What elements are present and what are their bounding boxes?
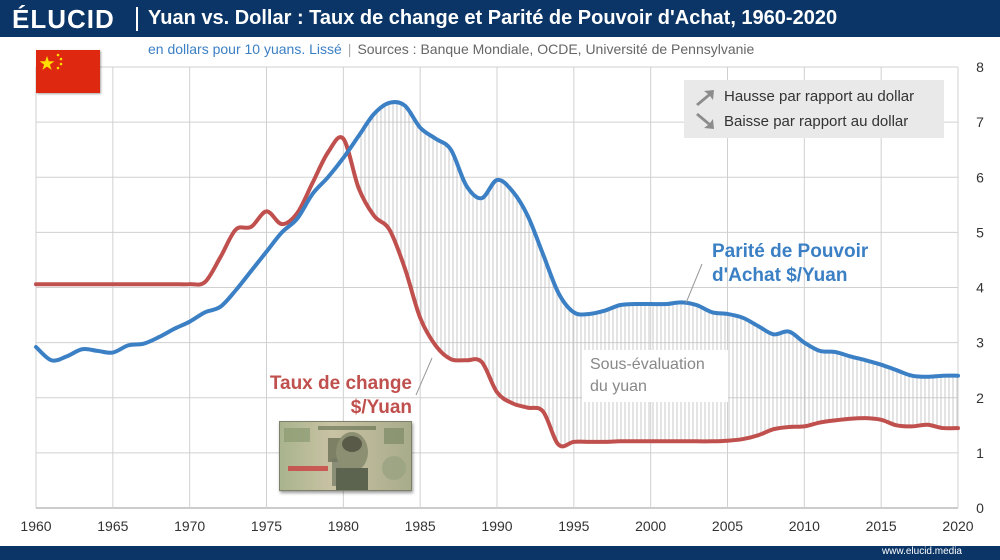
x-tick-label-2015: 2015 xyxy=(866,518,897,534)
x-tick-label-2000: 2000 xyxy=(635,518,666,534)
x-tick-label-1980: 1980 xyxy=(328,518,359,534)
y-tick-label-8: 8 xyxy=(976,59,984,75)
x-tick-label-2020: 2020 xyxy=(942,518,973,534)
x-tick-label-2005: 2005 xyxy=(712,518,743,534)
china-flag-stars xyxy=(39,53,63,70)
subtitle-sources: Sources : Banque Mondiale, OCDE, Univers… xyxy=(357,41,755,57)
legend-up-label: Hausse par rapport au dollar xyxy=(724,88,915,105)
y-tick-label-2: 2 xyxy=(976,390,984,406)
elucid-logo[interactable]: ÉLUCID xyxy=(12,4,115,34)
yuan-banknote-image xyxy=(279,421,412,491)
undervaluation-label: Sous-évaluation du yuan xyxy=(582,350,728,402)
series-lines xyxy=(34,100,960,449)
tc-label-line-2: $/Yuan xyxy=(350,397,412,418)
subtitle-unit: en dollars pour 10 yuans. Lissé xyxy=(148,41,342,57)
exchange-rate-series-label: Taux de change $/Yuan xyxy=(260,372,412,420)
subtitle-separator: | xyxy=(347,41,352,57)
tc-label-line-1: Taux de change xyxy=(269,373,412,394)
y-tick-label-7: 7 xyxy=(976,114,984,130)
y-tick-label-6: 6 xyxy=(976,169,984,185)
gap-label-line-2: du yuan xyxy=(590,378,647,395)
x-tick-label-1965: 1965 xyxy=(97,518,128,534)
ppa-label-line-2: d'Achat $/Yuan xyxy=(712,265,848,286)
y-tick-label-3: 3 xyxy=(976,335,984,351)
footer-url-link[interactable]: www.elucid.media xyxy=(881,546,962,557)
annotation-leaders xyxy=(415,263,703,396)
x-axis-ticks: 1960 1965 1970 1975 1980 1985 1990 1995 2000 2005… xyxy=(20,518,973,534)
x-tick-label-1985: 1985 xyxy=(405,518,436,534)
legend: Hausse par rapport au dollar Baisse par … xyxy=(684,80,944,138)
arrow-down-right-icon xyxy=(696,113,714,129)
y-tick-label-5: 5 xyxy=(976,224,984,240)
x-tick-label-2010: 2010 xyxy=(789,518,820,534)
chart-subtitle: en dollars pour 10 yuans. Lissé | Sources … xyxy=(148,41,754,57)
y-tick-label-0: 0 xyxy=(976,500,984,516)
chart-title: Yuan vs. Dollar : Taux de change et Pari… xyxy=(148,7,838,29)
china-flag xyxy=(36,50,100,93)
y-tick-label-4: 4 xyxy=(976,280,984,296)
x-tick-label-1960: 1960 xyxy=(20,518,51,534)
x-tick-label-1970: 1970 xyxy=(174,518,205,534)
ppa-leader-line xyxy=(685,263,703,304)
footer-bar: www.elucid.media xyxy=(0,546,1000,560)
arrow-up-right-icon xyxy=(696,90,714,106)
x-tick-label-1995: 1995 xyxy=(558,518,589,534)
undervaluation-hatch xyxy=(358,102,958,445)
banknote-illustration xyxy=(284,426,406,490)
ppa-line xyxy=(34,100,960,379)
tc-leader-line xyxy=(415,357,433,396)
ppa-label-line-1: Parité de Pouvoir xyxy=(712,241,869,262)
logo-separator xyxy=(136,7,138,31)
legend-down-label: Baisse par rapport au dollar xyxy=(724,113,909,130)
y-tick-label-1: 1 xyxy=(976,445,984,461)
y-axis-ticks: 0 1 2 3 4 5 6 7 8 xyxy=(976,59,984,516)
exchange-rate-line xyxy=(34,135,960,449)
header-bar: ÉLUCID Yuan vs. Dollar : Taux de change … xyxy=(0,0,1000,37)
gap-label-line-1: Sous-évaluation xyxy=(590,356,705,373)
undervaluation-area xyxy=(358,102,958,445)
ppa-series-label: Parité de Pouvoir d'Achat $/Yuan xyxy=(712,240,868,288)
x-tick-label-1975: 1975 xyxy=(251,518,282,534)
x-tick-label-1990: 1990 xyxy=(481,518,512,534)
